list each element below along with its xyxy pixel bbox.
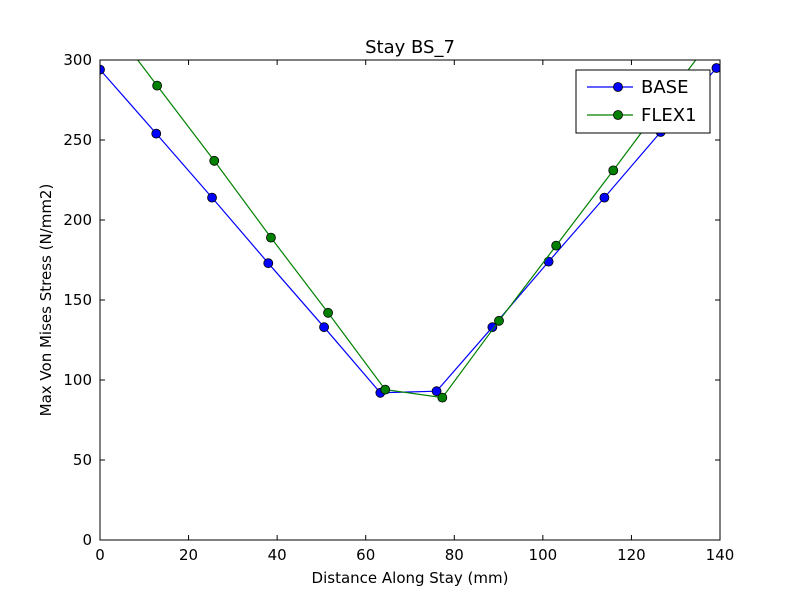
data-point-base <box>207 192 217 203</box>
y-axis-title: Max Von Mises Stress (N/mm2) <box>37 184 55 417</box>
y-tick-label: 50 <box>73 451 92 469</box>
data-point-base <box>151 128 162 139</box>
x-tick-label: 20 <box>179 546 198 564</box>
y-tick-label: 0 <box>82 531 92 549</box>
data-point-base <box>431 386 442 397</box>
x-tick-label: 140 <box>706 546 735 564</box>
legend-marker-base <box>613 82 623 92</box>
x-tick-label: 100 <box>529 546 558 564</box>
y-tick-label: 150 <box>63 291 92 309</box>
legend: BASE FLEX1 <box>575 69 711 134</box>
chart-title: Stay BS_7 <box>365 37 455 58</box>
x-tick-label: 40 <box>268 546 287 564</box>
plot-area <box>100 60 720 540</box>
data-point-base <box>263 258 274 269</box>
data-point-flex1 <box>723 14 732 23</box>
data-point-flex1 <box>152 80 163 91</box>
data-point-flex1 <box>96 6 105 15</box>
x-axis-title: Distance Along Stay (mm) <box>312 569 509 587</box>
y-tick-label: 250 <box>63 131 92 149</box>
data-point-base <box>543 256 554 267</box>
legend-box <box>575 69 711 134</box>
data-point-flex1 <box>266 232 276 243</box>
data-point-base <box>711 63 720 73</box>
data-point-base <box>599 192 610 203</box>
y-tick-label: 200 <box>63 211 92 229</box>
legend-label-flex1: FLEX1 <box>641 105 697 126</box>
data-point-flex1 <box>323 307 333 318</box>
data-point-flex1 <box>437 392 448 403</box>
data-point-flex1 <box>551 240 562 251</box>
legend-marker-flex1 <box>613 110 623 120</box>
legend-label-base: BASE <box>641 77 688 98</box>
x-tick-label: 0 <box>95 546 105 564</box>
data-point-flex1 <box>380 384 391 395</box>
data-point-base <box>100 64 105 75</box>
series-line-flex1 <box>136 60 697 399</box>
x-tick-label: 60 <box>356 546 375 564</box>
data-point-flex1 <box>209 155 220 166</box>
data-point-flex1 <box>494 315 504 326</box>
data-point-flex1 <box>608 165 619 176</box>
series-line-base <box>100 67 717 394</box>
data-point-base <box>319 322 329 333</box>
x-tick-label: 80 <box>445 546 464 564</box>
y-tick-label: 100 <box>63 371 92 389</box>
data-point-base <box>487 322 498 333</box>
y-tick-label: 300 <box>63 51 92 69</box>
x-tick-label: 120 <box>617 546 646 564</box>
